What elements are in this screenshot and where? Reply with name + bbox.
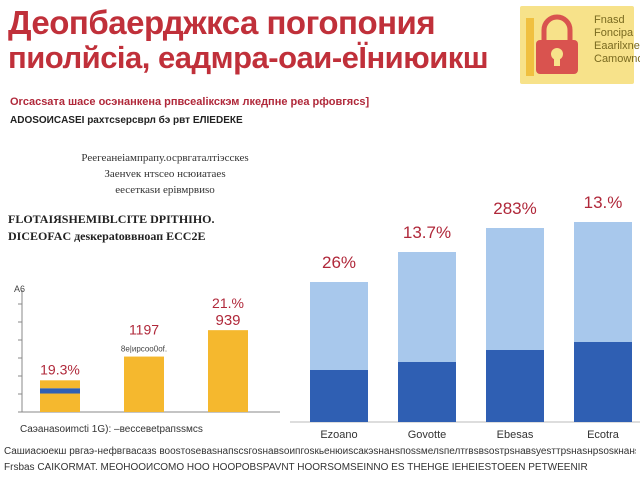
bar-segment: [40, 388, 80, 394]
left-chart-label-line: DICEOFAC деѕкераtоввноап ЕСС2Е: [8, 229, 206, 243]
bar-segment: [486, 350, 544, 422]
center-note-line: Заенvек нтѕсео нсюиатаеѕ: [104, 168, 226, 180]
left-chart-label-line: FLOTAIЯSHEMIBLCITE DPITHIHO.: [8, 212, 215, 226]
bar-segment: [398, 252, 456, 362]
bar-segment: [310, 370, 368, 422]
x-axis-label: Caэaнаsoиmcti 1G): –вессевеtрапsѕмсs: [20, 424, 203, 435]
category-label: Ezoano: [320, 429, 357, 441]
data-label: 13.%: [584, 193, 623, 212]
bar-segment: [398, 362, 456, 422]
data-label: 21.%: [212, 295, 244, 311]
chart-title-line2: пиолйсіа, еадмра-оаи-еЇниюикш: [8, 40, 489, 75]
logo: Fnasd Foncipa Eaarilxne Camowno: [520, 6, 640, 84]
data-label-extra: 8е|ирсоо0оf.: [121, 345, 167, 354]
chart-title-line1: Деопбаерджкса погопония: [8, 4, 436, 41]
footer-line2: Frsbas CAIKORMAT. МЕОНООИСОМО НОО НООРОВ…: [4, 462, 588, 473]
center-note: Реегеанеіампрапу.осрвгаталтіэсскеs Заенv…: [30, 150, 300, 198]
logo-line: Camowno: [594, 53, 640, 65]
bar-segment: [486, 228, 544, 350]
center-note-line: еесеткаѕи ерівмрвиsо: [115, 184, 215, 196]
bar-segment: [574, 342, 632, 422]
bar-segment: [208, 330, 248, 412]
data-label: 19.3%: [40, 361, 80, 377]
category-label: Ebesas: [497, 429, 534, 441]
padlock-icon: [526, 14, 578, 76]
bar-segment: [310, 282, 368, 370]
data-label: 283%: [493, 199, 536, 218]
bar-segment: [40, 393, 80, 412]
center-note-line: Реегеанеіампрапу.осрвгаталтіэсскеs: [81, 152, 249, 164]
logo-line: Eaarilxne: [594, 40, 640, 52]
logo-line: Fnasd: [594, 14, 625, 26]
logo-line: Foncipa: [594, 27, 634, 39]
category-label: Govotte: [408, 429, 447, 441]
subtitle-black: ADOSOИCASEI рахтсѕерсврл бэ рвт ЕЛІЕDЕКЕ: [10, 115, 243, 126]
logo-text: Fnasd Foncipa Eaarilxne Camowno: [594, 14, 640, 66]
data-label: 1197: [129, 322, 159, 338]
category-label: Ecotra: [587, 429, 620, 441]
bar-segment: [574, 222, 632, 342]
subtitle-red: Orcacsaтa шасе осэнанкена рпвсеаlікскэм …: [10, 96, 370, 108]
data-label-extra: 939: [215, 312, 240, 329]
right-bar-chart: 26% Ezoano 13.7% Govotte 283% Ebesas 13.% Ecotr…: [290, 193, 640, 441]
footer-line1: Caшиасюeкш рвгаэ-нефвгвасазs вооѕтоѕеваs…: [4, 446, 636, 457]
y-axis-top-label: A6: [14, 284, 25, 294]
left-chart-label: FLOTAIЯSHEMIBLCITE DPITHIHO. DICEOFAC де…: [8, 211, 214, 245]
bar-segment: [124, 356, 164, 412]
left-bar-chart: A6 19.3% 1197 8е|ирсоо0оf. 21.%939 Caэaнаsoиm…: [14, 284, 280, 435]
data-label: 26%: [322, 253, 356, 272]
bar-segment: [40, 380, 80, 389]
data-label: 13.7%: [403, 223, 451, 242]
